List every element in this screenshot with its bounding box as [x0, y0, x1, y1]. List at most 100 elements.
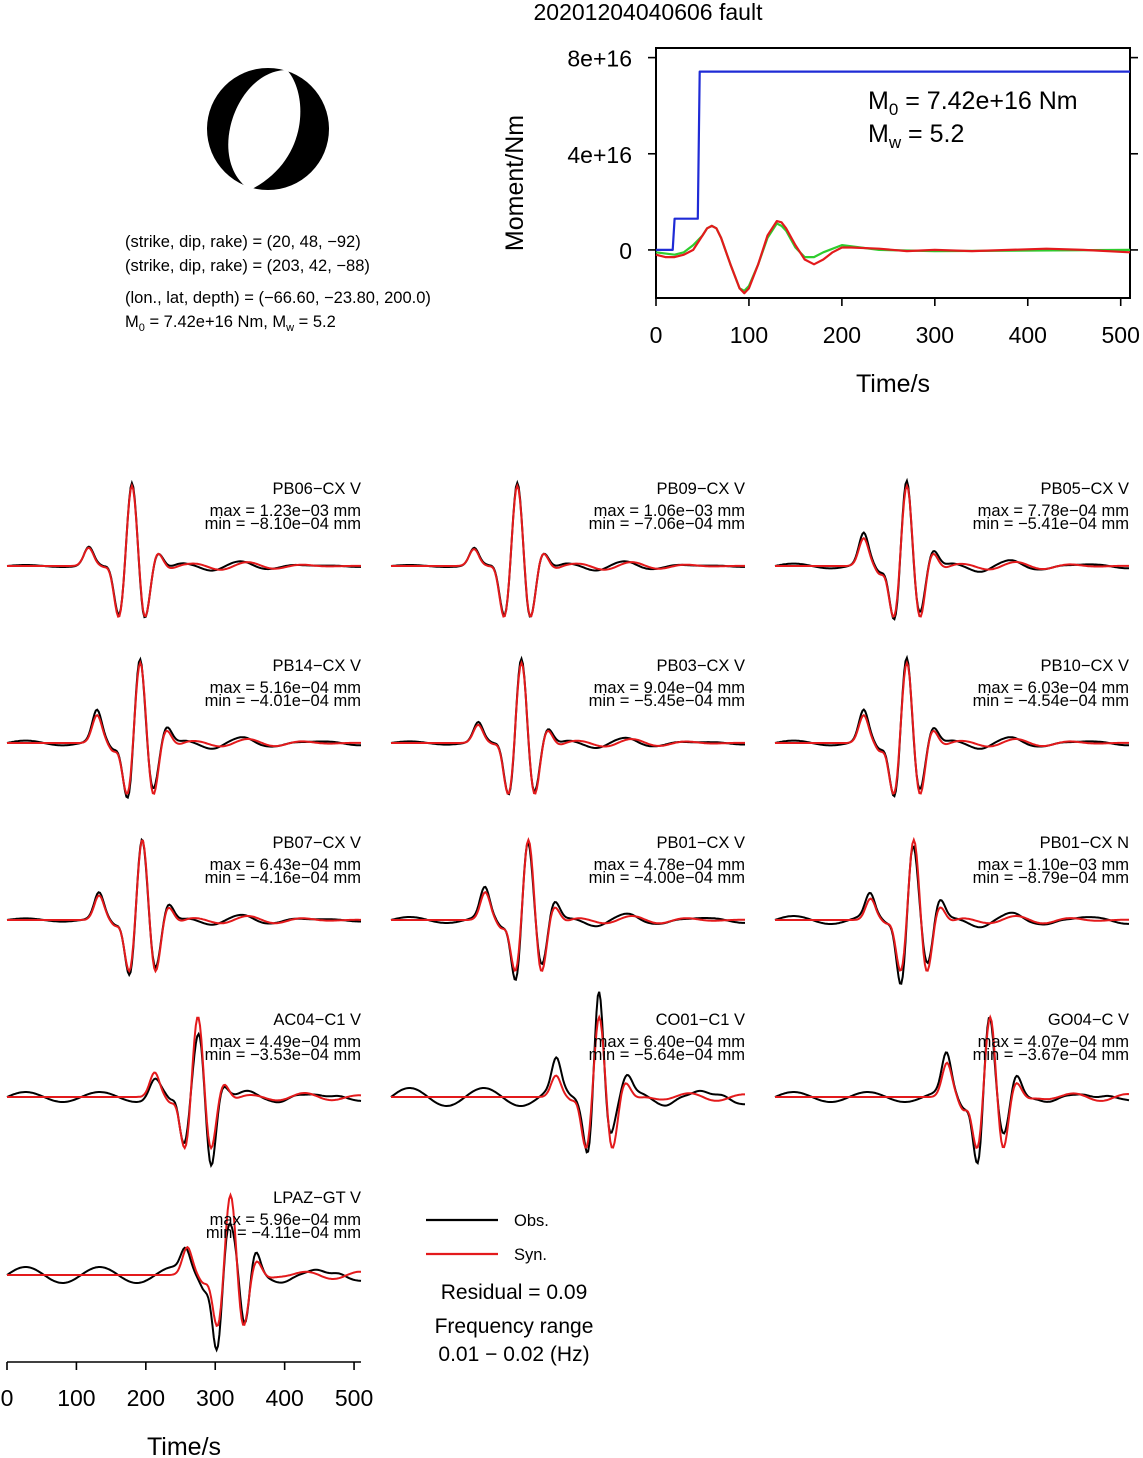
- moment-annotation-m0: M0 = 7.42e+16 Nm: [868, 87, 1078, 119]
- synthetic-trace: [391, 836, 745, 972]
- station-label: AC04−C1 V: [273, 1011, 361, 1029]
- waveform-x-tick-label: 500: [335, 1385, 373, 1411]
- station-min: min = −3.67e−04 mm: [973, 1046, 1129, 1064]
- observed-trace: [6, 1031, 362, 1169]
- station-min: min = −4.16e−04 mm: [205, 869, 361, 887]
- waveform-x-tick-label: 300: [196, 1385, 234, 1411]
- station-label: GO04−C V: [1048, 1011, 1129, 1029]
- station-min: min = −4.00e−04 mm: [589, 869, 745, 887]
- synthetic-trace: [7, 1016, 362, 1151]
- station-max: max = 6.03e−04 mm: [978, 679, 1129, 697]
- station-max: max = 9.04e−04 mm: [594, 679, 745, 697]
- residual-text: Residual = 0.09: [441, 1281, 588, 1304]
- station-label: PB01−CX N: [1040, 834, 1129, 852]
- synthetic-trace: [7, 839, 361, 974]
- station-label: CO01−C1 V: [656, 1011, 745, 1029]
- waveform-x-tick-label: 0: [1, 1385, 14, 1411]
- synthetic-trace: [391, 659, 745, 795]
- station-label: PB01−CX V: [656, 834, 745, 852]
- waveform-x-label: Time/s: [147, 1433, 221, 1458]
- station-max: max = 7.78e−04 mm: [978, 502, 1129, 520]
- moment-function-chart: 0 100 200 300 400 500 0 4e+16 8e+16 Moment/Nm Ti…: [501, 46, 1140, 398]
- synthetic-trace: [775, 659, 1129, 795]
- fit-legend: Obs. Syn. Residual = 0.09 Frequency rang…: [426, 1212, 593, 1366]
- station-max: max = 5.16e−04 mm: [210, 679, 361, 697]
- moment-axes: 0 100 200 300 400 500 0 4e+16 8e+16: [567, 46, 1140, 348]
- synthetic-trace: [391, 482, 745, 618]
- moment-x-tick-label: 500: [1102, 322, 1140, 348]
- station-max: max = 1.10e−03 mm: [978, 856, 1129, 874]
- station-label: PB05−CX V: [1040, 480, 1129, 498]
- moment-x-tick-label: 300: [916, 322, 954, 348]
- moment-x-tick-label: 100: [730, 322, 768, 348]
- moment-x-tick-label: 400: [1009, 322, 1047, 348]
- synthetic-trace: [775, 1014, 1130, 1150]
- station-min: min = −5.41e−04 mm: [973, 515, 1129, 533]
- station-label: PB03−CX V: [656, 657, 745, 675]
- station-min: min = −5.64e−04 mm: [589, 1046, 745, 1064]
- legend-syn-label: Syn.: [514, 1246, 547, 1264]
- station-label: PB10−CX V: [1040, 657, 1129, 675]
- beachball: [207, 68, 329, 190]
- frequency-range: 0.01 − 0.02 (Hz): [438, 1343, 589, 1366]
- station-min: min = −8.10e−04 mm: [205, 515, 361, 533]
- station-min: min = −4.54e−04 mm: [973, 692, 1129, 710]
- moment-y-label: Moment/Nm: [501, 115, 529, 251]
- station-min: min = −4.11e−04 mm: [206, 1224, 361, 1242]
- waveform-x-tick-label: 400: [265, 1385, 303, 1411]
- station-max: max = 4.49e−04 mm: [210, 1033, 361, 1051]
- station-label: PB09−CX V: [656, 480, 745, 498]
- synthetic-trace: [775, 482, 1129, 618]
- station-min: min = −5.45e−04 mm: [589, 692, 745, 710]
- waveform-x-tick-label: 200: [127, 1385, 165, 1411]
- synthetic-trace: [7, 1192, 361, 1328]
- waveform-x-tick-label: 100: [57, 1385, 95, 1411]
- station-min: min = −3.53e−04 mm: [205, 1046, 361, 1064]
- location-depth: (lon., lat, depth) = (−66.60, −23.80, 20…: [125, 289, 431, 307]
- station-max: max = 4.07e−04 mm: [978, 1033, 1129, 1051]
- moment-y-tick-label: 8e+16: [567, 46, 632, 72]
- synthetic-trace: [775, 836, 1129, 972]
- station-label: PB07−CX V: [272, 834, 361, 852]
- moment-magnitude: M0 = 7.42e+16 Nm, Mw = 5.2: [125, 313, 336, 334]
- legend-obs-label: Obs.: [514, 1212, 549, 1230]
- station-label: LPAZ−GT V: [273, 1189, 361, 1207]
- moment-annotation-mw: Mw = 5.2: [868, 120, 964, 152]
- moment-y-tick-label: 0: [619, 238, 632, 264]
- frequency-title: Frequency range: [435, 1315, 594, 1338]
- focal-parameters: (strike, dip, rake) = (20, 48, −92) (str…: [125, 233, 431, 334]
- moment-x-tick-label: 200: [823, 322, 861, 348]
- station-min: min = −7.06e−04 mm: [589, 515, 745, 533]
- station-max: max = 1.23e−03 mm: [210, 502, 361, 520]
- moment-plot-frame: [655, 47, 1131, 299]
- moment-rate-line: [655, 220, 1131, 295]
- observed-trace: [6, 1223, 362, 1353]
- moment-x-label: Time/s: [856, 370, 930, 398]
- station-label: PB06−CX V: [272, 480, 361, 498]
- synthetic-trace: [7, 659, 361, 795]
- station-max: max = 6.43e−04 mm: [210, 856, 361, 874]
- station-max: max = 6.40e−04 mm: [594, 1033, 745, 1051]
- nodal-plane-2: (strike, dip, rake) = (203, 42, −88): [125, 257, 370, 275]
- moment-x-tick-label: 0: [650, 322, 663, 348]
- station-max: max = 1.06e−03 mm: [594, 502, 745, 520]
- synthetic-trace: [391, 1014, 745, 1149]
- nodal-plane-1: (strike, dip, rake) = (20, 48, −92): [125, 233, 361, 251]
- synthetic-trace: [7, 482, 361, 618]
- cumulative-moment-line: [656, 70, 1130, 251]
- station-min: min = −8.79e−04 mm: [973, 869, 1129, 887]
- observed-trace: [390, 991, 745, 1154]
